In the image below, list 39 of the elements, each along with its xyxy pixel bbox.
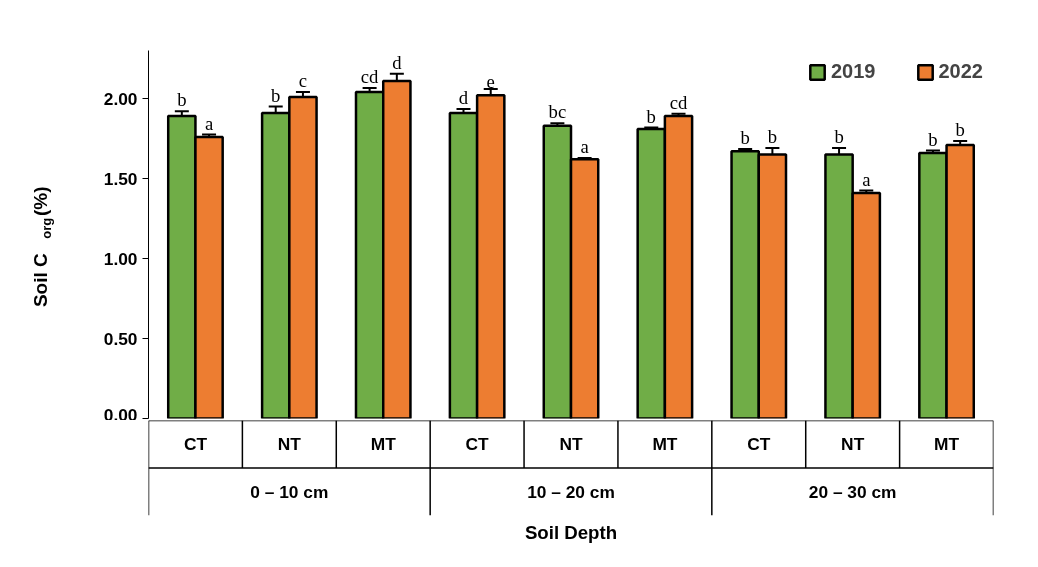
y-tick-label: 1.50 [103, 168, 138, 189]
data-label: a [862, 168, 872, 190]
x-tick-label: MT [934, 434, 960, 455]
x-tick-label: CT [183, 434, 208, 455]
data-label: b [177, 89, 187, 111]
y-tick-label: 1.00 [103, 248, 138, 269]
legend-label: 2019 [831, 60, 876, 83]
data-label: b [834, 126, 844, 148]
legend-label: 2022 [938, 60, 983, 83]
x-tick-label: NT [559, 434, 583, 455]
x-tick-label: NT [841, 434, 865, 455]
x-tick-label: MT [652, 434, 678, 455]
x-tick-label: MT [370, 434, 397, 455]
text: 20 – 30 cm [808, 481, 897, 502]
data-label: e [486, 70, 495, 92]
y-tick-label: 2.00 [103, 88, 138, 109]
data-label: a [204, 112, 214, 134]
data-label: b [740, 126, 750, 148]
data-label: b [646, 105, 656, 127]
data-label: b [767, 126, 778, 148]
data-label: b [928, 128, 938, 150]
data-label: d [458, 86, 469, 108]
x-axis-title: Soil Depth [524, 521, 618, 543]
data-label: d [392, 51, 403, 73]
data-label: cd [360, 66, 380, 88]
data-label: b [271, 84, 281, 106]
data-label: c [298, 70, 308, 92]
data-label: cd [669, 91, 688, 113]
data-label: b [955, 118, 965, 140]
x-tick-label: NT [277, 434, 302, 455]
data-label: a [580, 136, 590, 158]
y-tick-label: 0.00 [103, 404, 138, 425]
y-axis-title: Soil Corg(%) [30, 186, 54, 308]
text: 10 – 20 cm [527, 481, 615, 502]
x-tick-label: CT [747, 434, 771, 455]
data-label: bc [548, 101, 567, 123]
y-tick-label: 0.50 [103, 328, 138, 349]
text: 0 – 10 cm [250, 481, 329, 502]
x-tick-label: CT [465, 434, 490, 455]
